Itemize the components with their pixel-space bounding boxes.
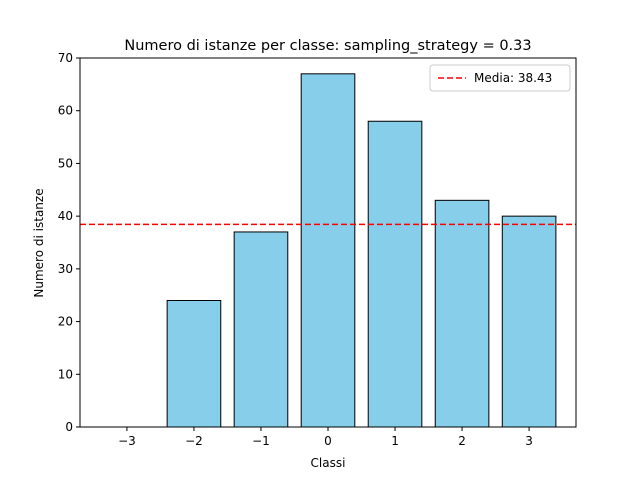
x-tick-label-2: −1 bbox=[252, 434, 270, 448]
y-tick-label-4: 40 bbox=[58, 209, 73, 223]
bar-5 bbox=[434, 199, 490, 428]
x-tick-label-4: 1 bbox=[391, 434, 399, 448]
y-tick-label-2: 20 bbox=[58, 315, 73, 329]
legend-label: Media: 38.43 bbox=[474, 71, 552, 85]
chart-title: Numero di istanze per classe: sampling_s… bbox=[124, 38, 531, 54]
x-tick-label-3: 0 bbox=[324, 434, 332, 448]
y-tick-label-7: 70 bbox=[58, 51, 73, 65]
x-tick-label-5: 2 bbox=[458, 434, 466, 448]
bar-3 bbox=[300, 73, 356, 428]
bar-4 bbox=[367, 120, 423, 428]
y-axis: 0 10 20 30 40 50 60 70 bbox=[58, 51, 80, 434]
x-axis-label: Classi bbox=[311, 456, 346, 470]
legend: Media: 38.43 bbox=[429, 64, 571, 92]
y-tick-label-5: 50 bbox=[58, 156, 73, 170]
bar-1 bbox=[166, 299, 222, 428]
bar-6 bbox=[501, 215, 557, 428]
bars-group bbox=[166, 73, 557, 428]
y-tick-label-1: 10 bbox=[58, 367, 73, 381]
x-tick-label-1: −2 bbox=[185, 434, 203, 448]
bar-2 bbox=[233, 231, 289, 428]
legend-box bbox=[429, 64, 571, 92]
y-tick-label-6: 60 bbox=[58, 104, 73, 118]
x-tick-label-0: −3 bbox=[118, 434, 136, 448]
y-tick-label-0: 0 bbox=[65, 420, 73, 434]
y-axis-label: Numero di istanze bbox=[32, 188, 46, 297]
x-tick-label-6: 3 bbox=[525, 434, 533, 448]
y-tick-label-3: 30 bbox=[58, 262, 73, 276]
x-axis: −3 −2 −1 0 1 2 3 bbox=[118, 427, 533, 448]
